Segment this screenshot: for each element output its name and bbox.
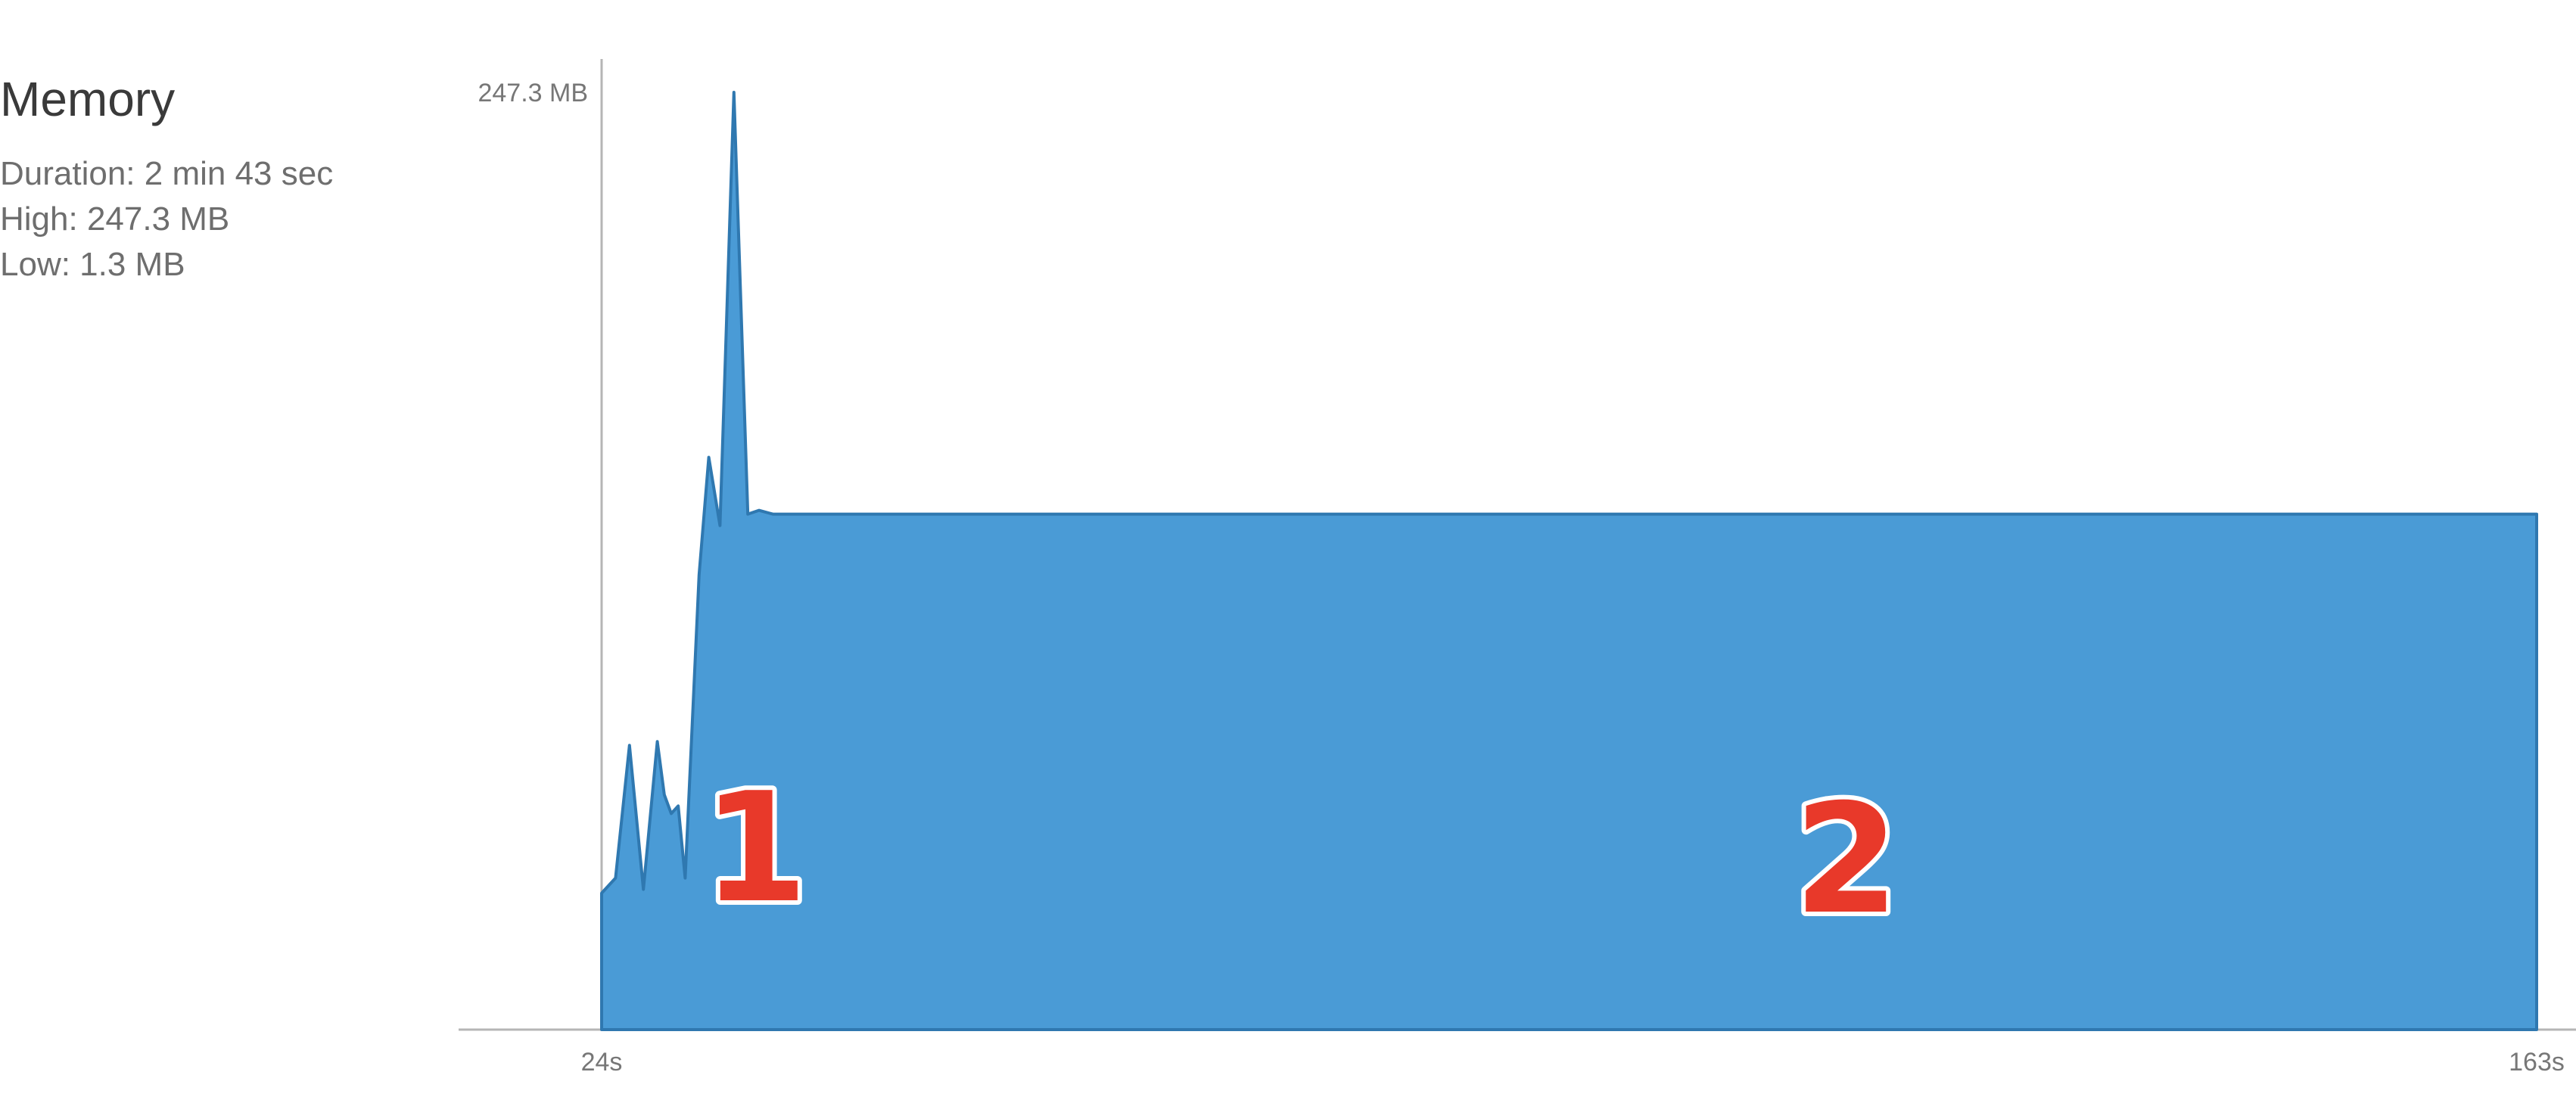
memory-info-panel: Memory Duration: 2 min 43 sec High: 247.… — [0, 73, 424, 287]
y-tick-label-max: 247.3 MB — [478, 79, 588, 107]
memory-title: Memory — [0, 72, 176, 126]
low-stat: Low: 1.3 MB — [0, 246, 185, 284]
memory-area-series — [600, 91, 2538, 1031]
x-tick-label-end: 163s — [2509, 1048, 2565, 1077]
annotation-marker-1: 1 — [702, 760, 807, 937]
annotation-marker-2: 2 — [1794, 772, 1899, 948]
x-tick-label-start: 24s — [581, 1048, 623, 1077]
duration-stat: Duration: 2 min 43 sec — [0, 155, 334, 193]
high-stat: High: 247.3 MB — [0, 200, 230, 238]
